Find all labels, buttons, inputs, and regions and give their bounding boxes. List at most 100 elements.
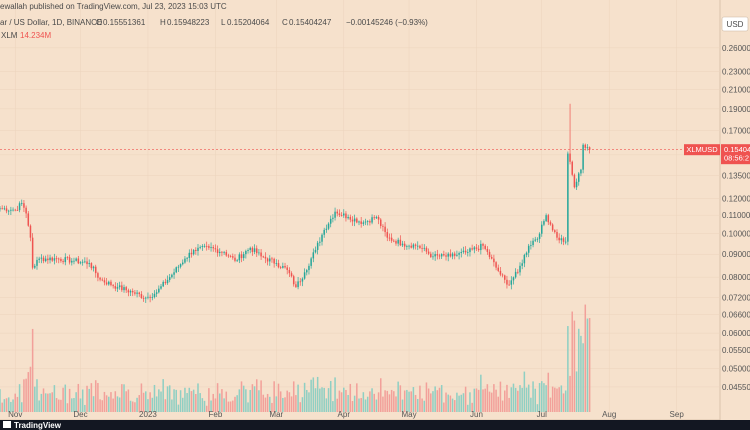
candle-body <box>173 272 175 275</box>
candle-body <box>64 257 67 263</box>
y-tick-label: 0.09000 <box>722 250 750 259</box>
volume-bar <box>340 392 343 412</box>
candle-body <box>423 247 426 249</box>
volume-bar <box>136 397 138 412</box>
candle-body <box>393 240 395 242</box>
volume-bar <box>199 393 201 412</box>
candle-body <box>121 285 123 291</box>
candle-body <box>275 263 278 264</box>
volume-bar <box>182 397 184 412</box>
volume-bar <box>314 388 317 412</box>
volume-bar <box>201 398 204 412</box>
candle-body <box>131 290 134 293</box>
volume-bar <box>351 401 354 412</box>
candle-body <box>484 245 486 249</box>
volume-bar <box>499 381 502 412</box>
x-tick-label: Apr <box>338 410 351 419</box>
candle-body <box>186 257 188 259</box>
volume-bar <box>301 397 304 412</box>
candle-body <box>395 241 397 244</box>
volume-bar <box>195 394 197 412</box>
candle-body <box>116 287 119 289</box>
candle-body <box>199 246 201 248</box>
candle-body <box>575 181 578 188</box>
x-tick-label: May <box>401 410 416 419</box>
x-tick-label: Jun <box>470 410 483 419</box>
y-tick-label: 0.10000 <box>722 230 750 239</box>
candle-body <box>51 257 53 261</box>
volume-bar <box>253 386 256 412</box>
volume-bar <box>321 387 323 412</box>
volume-bar <box>79 398 82 412</box>
candle-body <box>171 274 173 278</box>
candle-body <box>343 213 345 216</box>
candle-body <box>0 208 1 210</box>
volume-bar <box>573 320 576 412</box>
volume-bar <box>310 379 312 412</box>
candle-body <box>314 249 317 253</box>
volume-bar <box>362 392 365 412</box>
candle-body <box>360 221 362 224</box>
candle-body <box>453 253 456 256</box>
candle-body <box>366 221 369 222</box>
candle-body <box>164 281 167 284</box>
volume-bar <box>582 343 584 412</box>
volume-bar <box>0 389 1 412</box>
volume-bar <box>343 387 345 412</box>
volume-bar <box>312 377 315 412</box>
volume-bar <box>475 388 478 412</box>
candle-body <box>480 243 482 251</box>
volume-bar <box>482 389 484 412</box>
volume-bar <box>286 390 288 412</box>
volume-bar <box>123 384 125 412</box>
volume-bar <box>306 389 308 412</box>
candle-body <box>223 252 225 253</box>
y-tick-label: 0.06600 <box>722 311 750 320</box>
candle-body <box>71 260 73 263</box>
candle-body <box>279 267 282 269</box>
volume-bar <box>40 393 43 412</box>
volume-bar <box>538 383 541 412</box>
volume-bar <box>145 391 147 412</box>
candle-body <box>562 238 565 242</box>
volume-bar <box>467 404 469 412</box>
volume-bar <box>360 398 362 412</box>
volume-bar <box>547 372 550 412</box>
candle-body <box>166 279 169 284</box>
candle-body <box>179 264 182 267</box>
candle-body <box>384 226 386 233</box>
candle-body <box>190 252 193 255</box>
volume-bar <box>353 395 356 412</box>
volume-bar <box>112 398 114 412</box>
volume-bar <box>3 399 6 412</box>
volume-bar <box>421 398 423 412</box>
candle-body <box>541 224 543 234</box>
x-tick-label: Dec <box>73 410 87 419</box>
candle-body <box>580 169 582 174</box>
volume-bar <box>497 396 500 412</box>
candle-body <box>123 287 125 291</box>
candle-body <box>321 234 323 242</box>
candle-body <box>332 217 334 219</box>
candle-body <box>523 254 526 264</box>
volume-bar <box>436 390 439 412</box>
volume-bar <box>16 396 19 412</box>
candle-body <box>97 273 99 278</box>
volume-bar <box>486 384 489 412</box>
candle-body <box>527 245 530 253</box>
candle-body <box>319 241 321 243</box>
currency-badge[interactable]: USD <box>727 20 744 29</box>
currency-badge-box[interactable] <box>721 16 749 32</box>
volume-bar <box>232 400 234 412</box>
volume-bar <box>440 385 443 412</box>
candle-body <box>310 258 312 266</box>
volume-bar <box>434 386 436 412</box>
volume-bar <box>151 397 154 412</box>
candle-body <box>560 238 563 241</box>
volume-bar <box>386 390 389 412</box>
candle-body <box>425 247 428 252</box>
volume-bar <box>577 328 580 412</box>
candle-body <box>316 242 319 250</box>
candle-body <box>312 252 315 259</box>
candle-body <box>471 248 473 250</box>
